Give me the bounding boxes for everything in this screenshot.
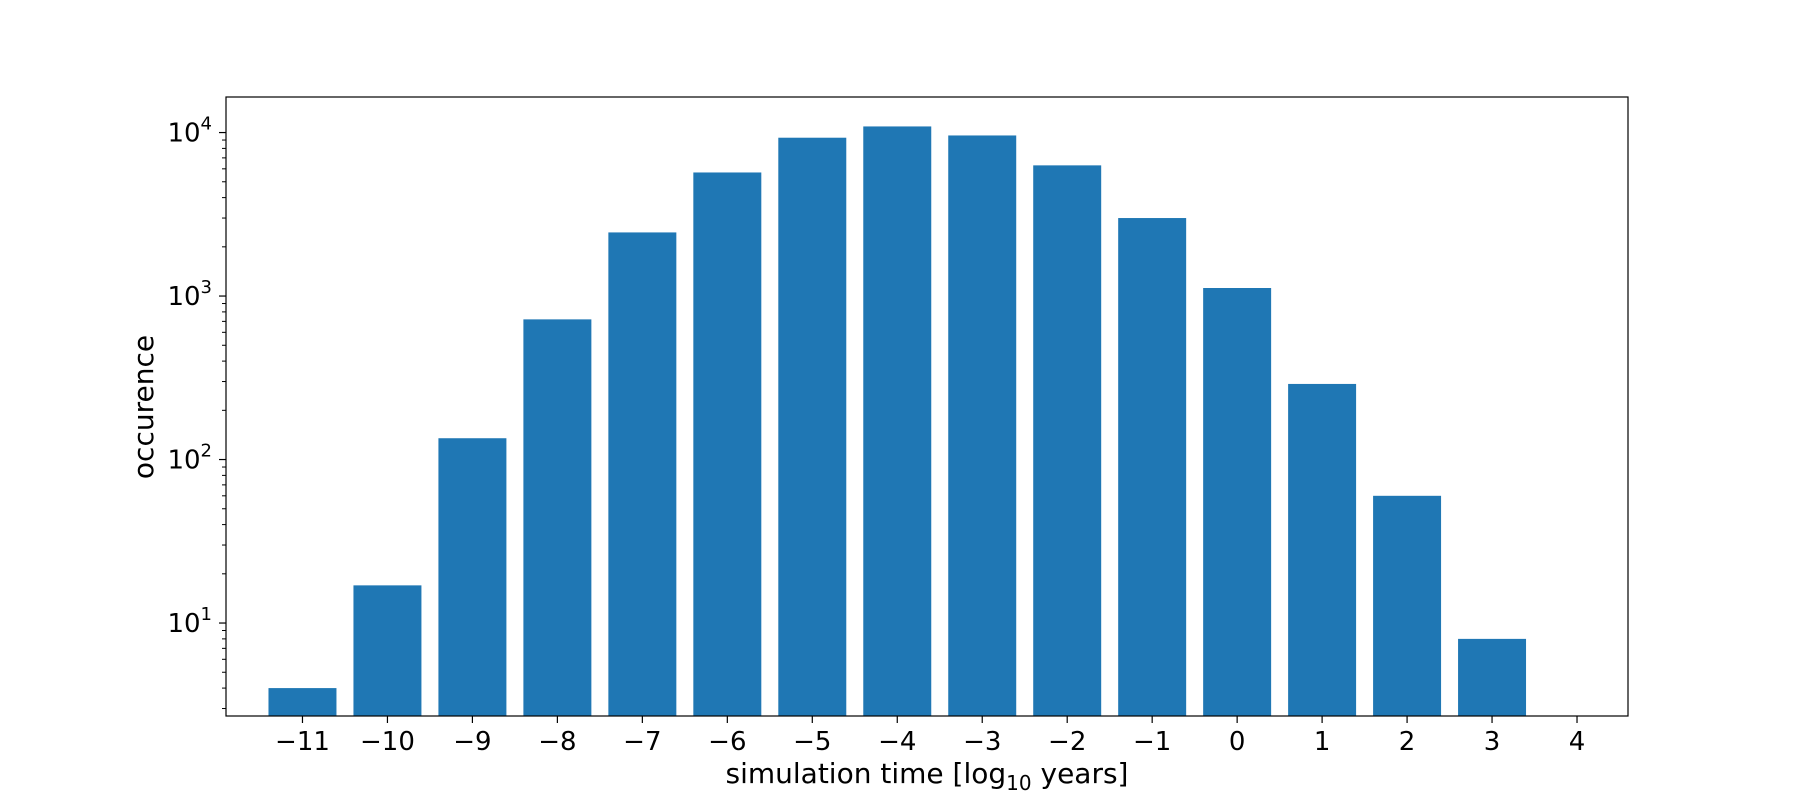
x-tick-label: 4 xyxy=(1569,727,1586,757)
bar xyxy=(1203,288,1271,716)
y-tick-label: 104 xyxy=(167,114,212,149)
x-tick-label: 1 xyxy=(1314,727,1331,757)
x-tick-label: 0 xyxy=(1229,727,1246,757)
bar xyxy=(523,319,591,716)
bar xyxy=(863,126,931,716)
bar xyxy=(353,585,421,716)
y-major-ticks: 101 102 103 104 xyxy=(167,114,226,639)
bar xyxy=(693,172,761,716)
x-tick-label: −5 xyxy=(793,727,831,757)
bar xyxy=(608,232,676,716)
x-tick-label: 3 xyxy=(1484,727,1501,757)
bar xyxy=(1033,165,1101,716)
bar xyxy=(1288,384,1356,716)
x-tick-label: −9 xyxy=(453,727,491,757)
x-tick-label: −6 xyxy=(708,727,746,757)
x-tick-label: 2 xyxy=(1399,727,1416,757)
x-tick-label: −4 xyxy=(878,727,916,757)
x-tick-label: −3 xyxy=(963,727,1001,757)
x-tick-label: −1 xyxy=(1133,727,1171,757)
x-tick-label: −7 xyxy=(623,727,661,757)
bar xyxy=(438,438,506,716)
x-tick-label: −10 xyxy=(360,727,415,757)
bar xyxy=(1373,496,1441,716)
x-tick-label: −8 xyxy=(538,727,576,757)
x-tick-label: −11 xyxy=(275,727,330,757)
bar xyxy=(948,135,1016,716)
x-axis-label: simulation time [log10 years] xyxy=(726,757,1129,795)
bar xyxy=(1458,639,1526,716)
x-ticks: −11 −10 −9 −8 −7 −6 −5 −4 −3 −2 −1 0 1 2 3 4 xyxy=(275,716,1585,757)
bars-group xyxy=(268,126,1526,716)
bar xyxy=(268,688,336,716)
bar xyxy=(778,138,846,716)
y-tick-label: 101 xyxy=(167,604,212,639)
y-tick-label: 103 xyxy=(167,277,212,312)
y-axis-label: occurence xyxy=(127,335,160,479)
y-tick-label: 102 xyxy=(167,441,212,476)
x-tick-label: −2 xyxy=(1048,727,1086,757)
bar xyxy=(1118,218,1186,716)
